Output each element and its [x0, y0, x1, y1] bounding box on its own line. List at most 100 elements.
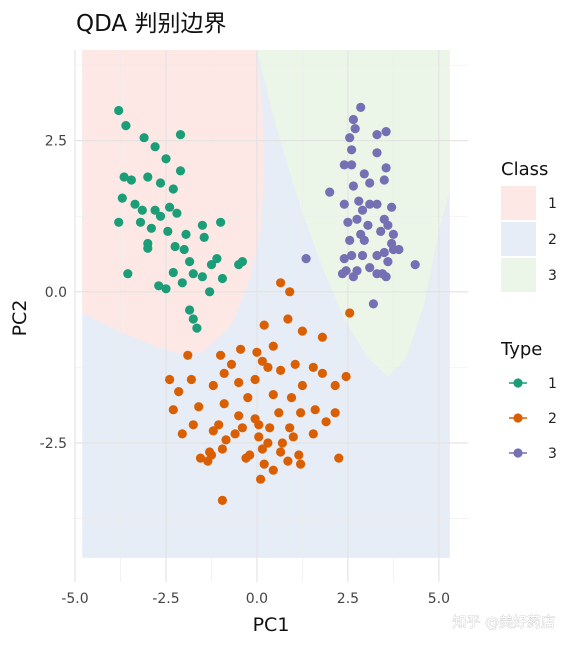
- point-type-3: [357, 250, 368, 261]
- point-type-2: [330, 408, 340, 418]
- point-type-2: [216, 350, 226, 360]
- point-type-2: [221, 435, 231, 445]
- point-type-2: [283, 456, 293, 466]
- point-type-1: [168, 184, 178, 194]
- x-tick-label: 5.0: [428, 591, 450, 607]
- x-tick-label: 2.5: [337, 591, 359, 607]
- point-type-3: [339, 254, 349, 264]
- type-legend-label: 1: [548, 376, 557, 392]
- y-tick-labels: -2.5 0.0 2.5: [40, 134, 67, 452]
- point-type-3: [365, 199, 375, 209]
- point-type-3: [339, 160, 349, 170]
- point-type-3: [388, 229, 398, 239]
- point-type-1: [155, 178, 166, 188]
- point-type-1: [181, 229, 191, 239]
- point-type-3: [325, 187, 335, 197]
- point-type-1: [185, 257, 195, 267]
- point-type-3: [394, 244, 404, 255]
- point-type-2: [243, 393, 253, 403]
- point-type-2: [341, 371, 351, 382]
- point-type-2: [274, 408, 284, 418]
- point-type-1: [123, 269, 133, 279]
- point-type-3: [365, 263, 375, 273]
- point-type-2: [276, 278, 286, 288]
- point-type-1: [163, 226, 173, 236]
- point-type-2: [345, 308, 355, 318]
- point-type-2: [254, 432, 264, 442]
- point-type-2: [263, 362, 273, 372]
- point-type-1: [117, 193, 127, 203]
- point-type-2: [276, 447, 286, 457]
- point-type-1: [172, 208, 182, 218]
- point-type-2: [330, 380, 340, 391]
- point-type-2: [296, 408, 306, 418]
- point-type-3: [348, 114, 358, 125]
- point-type-3: [368, 299, 378, 309]
- point-type-1: [234, 260, 244, 270]
- point-type-2: [214, 420, 224, 430]
- point-type-3: [381, 272, 391, 282]
- point-type-3: [381, 163, 391, 173]
- point-type-1: [188, 269, 198, 279]
- point-type-2: [334, 453, 344, 463]
- point-type-1: [146, 223, 156, 233]
- point-type-1: [150, 205, 160, 215]
- point-type-3: [381, 127, 391, 137]
- point-type-2: [165, 374, 175, 385]
- plot-area: [74, 50, 468, 582]
- point-type-2: [259, 320, 269, 330]
- point-type-1: [168, 267, 178, 278]
- point-type-2: [208, 426, 218, 436]
- point-type-2: [186, 374, 196, 385]
- point-type-2: [277, 438, 287, 448]
- point-type-3: [363, 220, 373, 230]
- watermark: 知乎 @美好药店: [453, 614, 555, 631]
- point-type-2: [310, 405, 320, 415]
- point-type-2: [317, 332, 327, 342]
- point-type-1: [121, 121, 131, 131]
- point-type-2: [205, 447, 215, 457]
- point-type-2: [177, 429, 187, 439]
- grid-lines: [74, 50, 468, 582]
- class-legend-label: 3: [548, 268, 557, 284]
- point-type-2: [263, 438, 273, 448]
- point-type-2: [234, 411, 244, 421]
- class-legend-label: 1: [548, 196, 557, 212]
- point-type-1: [161, 154, 171, 164]
- point-type-1: [192, 323, 202, 333]
- point-type-2: [194, 402, 204, 412]
- point-type-3: [359, 235, 369, 245]
- point-type-2: [219, 368, 229, 378]
- point-type-1: [155, 211, 166, 221]
- point-type-3: [387, 202, 397, 212]
- point-type-1: [205, 287, 215, 297]
- x-tick-label: 0.0: [246, 591, 268, 607]
- point-type-2: [226, 359, 237, 369]
- point-type-1: [165, 202, 175, 212]
- point-type-3: [347, 145, 357, 155]
- point-type-1: [143, 172, 153, 182]
- point-type-1: [185, 305, 195, 315]
- point-type-3: [339, 199, 349, 209]
- point-type-1: [206, 260, 217, 270]
- point-type-2: [217, 495, 227, 505]
- type-legend-key-3: [513, 448, 523, 458]
- point-type-3: [337, 269, 348, 279]
- point-type-2: [308, 429, 318, 439]
- point-type-2: [268, 390, 278, 400]
- point-type-2: [203, 456, 213, 466]
- y-tick-label: 0.0: [45, 285, 67, 301]
- type-legend-key-2: [513, 413, 523, 423]
- class-legend-key-2: [501, 222, 536, 256]
- point-type-1: [135, 217, 146, 227]
- type-legend-key-1: [513, 378, 523, 388]
- point-type-3: [347, 250, 357, 261]
- point-type-3: [372, 199, 382, 209]
- point-type-2: [288, 432, 298, 442]
- point-type-1: [212, 254, 222, 264]
- point-type-1: [143, 243, 153, 253]
- point-type-3: [301, 254, 311, 264]
- point-type-2: [234, 377, 244, 388]
- point-type-1: [216, 217, 226, 227]
- point-type-1: [114, 217, 124, 227]
